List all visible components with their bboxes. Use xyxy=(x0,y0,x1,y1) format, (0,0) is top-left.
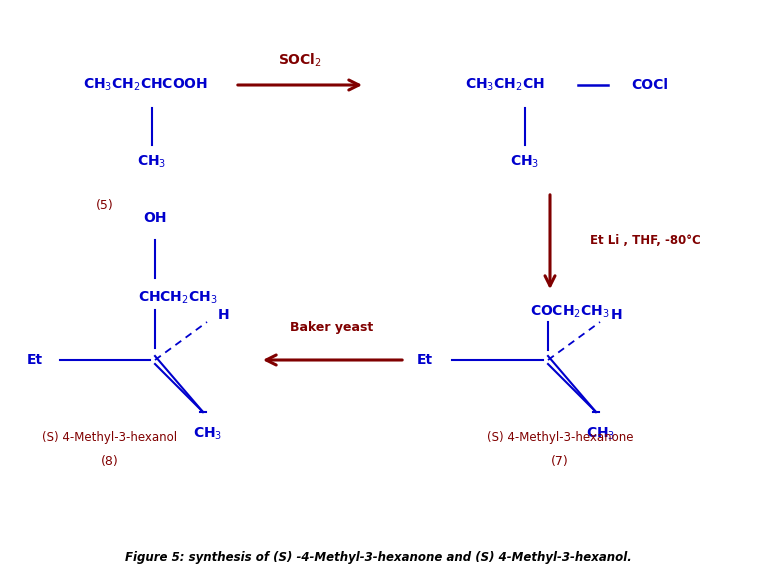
Text: Et: Et xyxy=(417,353,433,367)
Text: CHCH$_2$CH$_3$: CHCH$_2$CH$_3$ xyxy=(139,290,218,306)
Text: COCH$_2$CH$_3$: COCH$_2$CH$_3$ xyxy=(530,304,610,320)
Text: CH$_3$: CH$_3$ xyxy=(587,426,615,442)
Text: Baker yeast: Baker yeast xyxy=(291,321,374,335)
Text: CH$_3$CH$_2$CHCOOH: CH$_3$CH$_2$CHCOOH xyxy=(83,77,207,93)
Text: (5): (5) xyxy=(96,198,114,212)
Text: (7): (7) xyxy=(551,455,569,469)
Text: (8): (8) xyxy=(101,455,119,469)
Text: H: H xyxy=(611,308,623,322)
Text: (S) 4-Methyl-3-hexanol: (S) 4-Methyl-3-hexanol xyxy=(42,432,178,444)
Text: Et Li , THF, -80°C: Et Li , THF, -80°C xyxy=(590,234,700,246)
Text: CH$_3$: CH$_3$ xyxy=(510,154,540,170)
Text: Figure 5: synthesis of (S) -4-Methyl-3-hexanone and (S) 4-Methyl-3-hexanol.: Figure 5: synthesis of (S) -4-Methyl-3-h… xyxy=(125,552,632,564)
Text: SOCl$_2$: SOCl$_2$ xyxy=(278,51,322,68)
Text: (S) 4-Methyl-3-hexanone: (S) 4-Methyl-3-hexanone xyxy=(487,432,634,444)
Text: CH$_3$: CH$_3$ xyxy=(137,154,167,170)
Text: COCl: COCl xyxy=(631,78,668,92)
Text: CH$_3$CH$_2$CH: CH$_3$CH$_2$CH xyxy=(466,77,545,93)
Text: CH$_3$: CH$_3$ xyxy=(193,426,223,442)
Text: OH: OH xyxy=(143,211,167,225)
Text: Et: Et xyxy=(27,353,43,367)
Text: H: H xyxy=(218,308,230,322)
